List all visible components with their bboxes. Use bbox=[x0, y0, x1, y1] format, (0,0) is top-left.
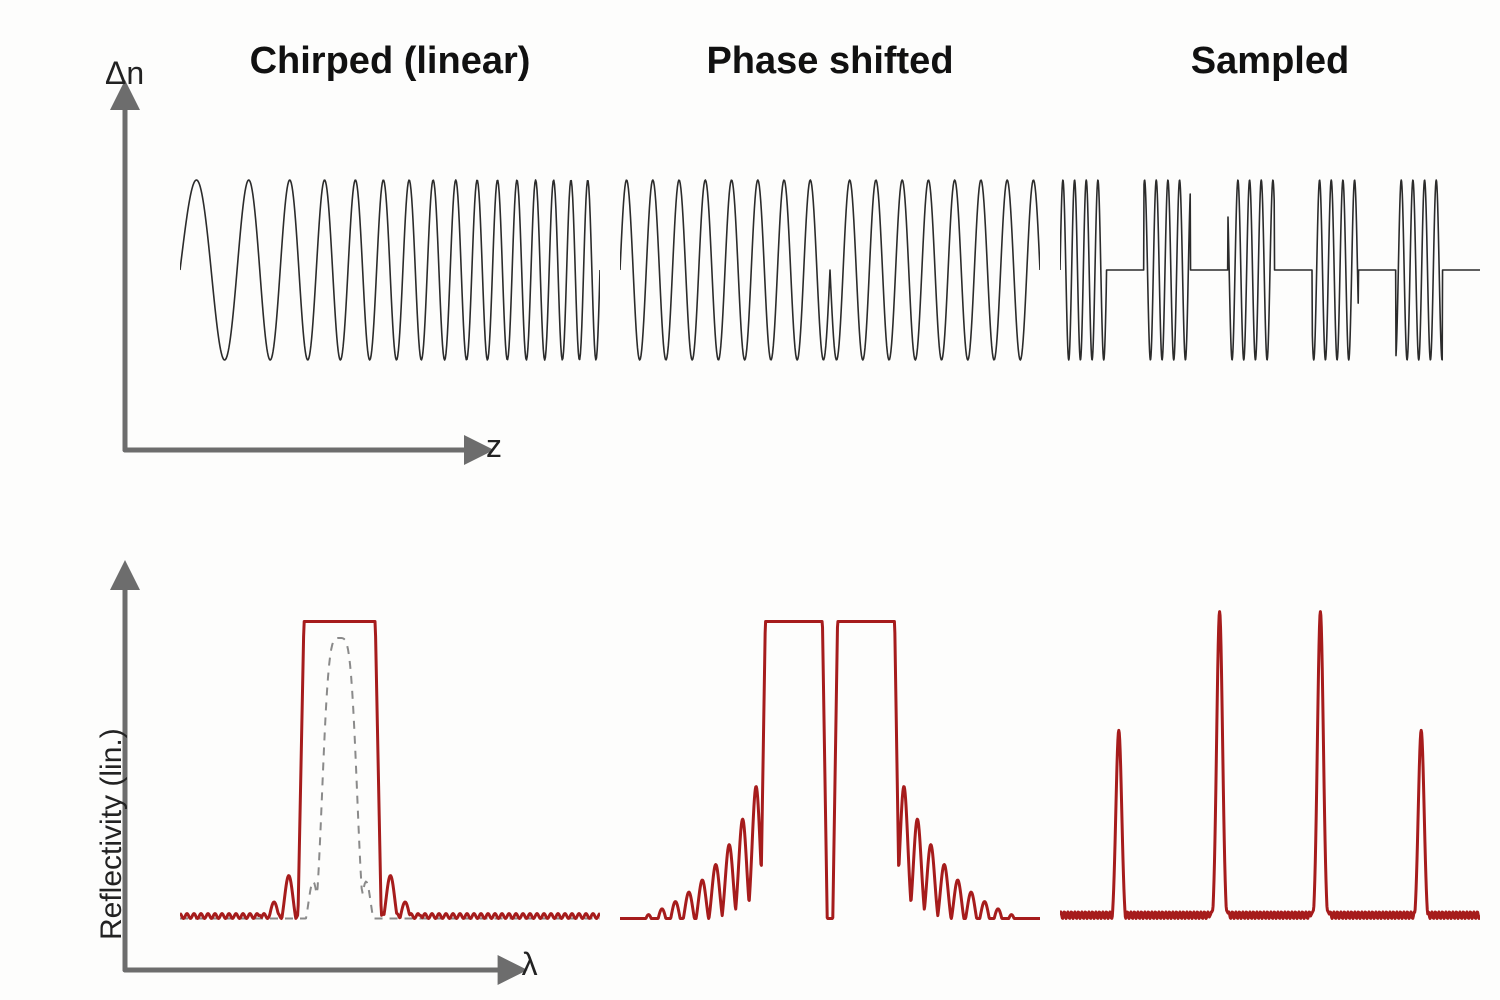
bottom-axes bbox=[0, 0, 1500, 1000]
bottom-x-axis-label: λ bbox=[522, 946, 538, 983]
bottom-y-axis-label: Reflectivity (lin.) bbox=[95, 728, 129, 940]
